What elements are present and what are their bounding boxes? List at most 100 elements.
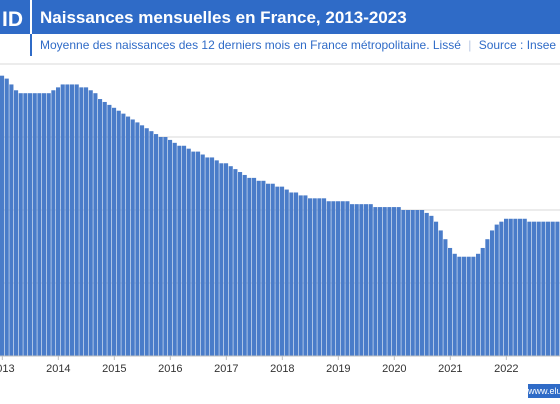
bar-28: [126, 116, 131, 356]
bar-49: [224, 163, 229, 356]
bar-67: [308, 198, 313, 356]
bar-21: [93, 93, 98, 356]
bar-86: [396, 207, 401, 356]
bar-55: [252, 177, 257, 356]
x-tick-label-2014: 2014: [46, 363, 70, 375]
bar-53: [242, 174, 247, 356]
bar-14: [60, 84, 65, 356]
bar-116: [536, 221, 541, 356]
bar-18: [79, 87, 84, 357]
bar-8: [32, 93, 37, 356]
bar-104: [480, 247, 485, 356]
bar-88: [406, 210, 411, 356]
bar-92: [424, 212, 429, 356]
bar-47: [214, 160, 219, 356]
bar-80: [368, 204, 373, 356]
bar-100: [462, 256, 467, 356]
bar-35: [158, 137, 163, 356]
bar-26: [116, 110, 121, 356]
bar-29: [130, 119, 135, 356]
bar-2: [4, 78, 9, 356]
bar-20: [88, 90, 93, 356]
x-tick-label-2015: 2015: [102, 363, 126, 375]
bar-27: [121, 113, 126, 356]
chart-title: Naissances mensuelles en France, 2013-20…: [40, 8, 407, 27]
bar-90: [415, 210, 420, 356]
bar-94: [434, 221, 439, 356]
chart-bars: [0, 75, 560, 357]
bar-37: [168, 139, 173, 356]
bar-1: [0, 75, 5, 357]
bar-58: [266, 183, 271, 356]
bar-99: [457, 256, 462, 356]
bar-54: [247, 177, 252, 356]
subtitle-divider: [30, 34, 32, 56]
bar-72: [331, 201, 336, 356]
bar-13: [56, 87, 61, 357]
bar-52: [238, 172, 243, 356]
brand-logo: ID: [2, 8, 23, 31]
bar-120: [555, 221, 560, 356]
bar-4: [14, 90, 19, 356]
bar-95: [438, 230, 443, 356]
bar-117: [541, 221, 546, 356]
x-tick-label-2019: 2019: [326, 363, 350, 375]
credit-badge: www.elu: [528, 384, 560, 398]
bar-115: [532, 221, 537, 356]
bar-66: [303, 195, 308, 356]
bar-48: [219, 163, 224, 356]
bar-32: [144, 128, 149, 356]
bar-63: [289, 192, 294, 356]
bar-112: [518, 218, 523, 356]
bar-106: [490, 230, 495, 356]
bar-78: [359, 204, 364, 356]
bar-43: [196, 151, 201, 356]
x-tick-label-2017: 2017: [214, 363, 238, 375]
bar-12: [51, 90, 56, 356]
bar-68: [312, 198, 317, 356]
bar-24: [107, 104, 112, 356]
logo-divider: [30, 0, 32, 34]
bar-22: [98, 99, 103, 356]
bar-40: [182, 145, 187, 356]
bar-60: [275, 186, 280, 356]
bar-9: [37, 93, 42, 356]
bar-98: [452, 253, 457, 356]
bar-84: [387, 207, 392, 356]
bar-64: [294, 192, 299, 356]
bar-33: [149, 131, 154, 356]
bar-6: [23, 93, 28, 356]
bar-93: [429, 215, 434, 356]
bar-56: [256, 180, 261, 356]
bar-73: [336, 201, 341, 356]
bar-25: [112, 107, 117, 356]
bar-89: [410, 210, 415, 356]
bar-16: [70, 84, 75, 356]
bar-30: [135, 122, 140, 357]
bar-83: [382, 207, 387, 356]
bar-51: [233, 169, 238, 356]
bar-77: [354, 204, 359, 356]
bar-10: [42, 93, 47, 356]
bar-118: [546, 221, 551, 356]
bar-34: [154, 134, 159, 356]
bar-17: [74, 84, 79, 356]
bar-65: [298, 195, 303, 356]
bar-62: [284, 189, 289, 356]
bar-113: [522, 218, 527, 356]
bar-111: [513, 218, 518, 356]
bar-42: [191, 151, 196, 356]
x-tick-label-2022: 2022: [494, 363, 518, 375]
bar-74: [340, 201, 345, 356]
bar-19: [84, 87, 89, 357]
bar-103: [476, 253, 481, 356]
bar-114: [527, 221, 532, 356]
x-axis: 2013 2014 2015 2016 2017 2018 2019 2020 2021 2022: [0, 355, 560, 375]
bar-31: [140, 125, 145, 356]
bar-3: [9, 84, 14, 356]
bar-71: [326, 201, 331, 356]
x-tick-label-2020: 2020: [382, 363, 406, 375]
x-tick-label-2021: 2021: [438, 363, 462, 375]
bar-36: [163, 137, 168, 356]
bar-85: [392, 207, 397, 356]
